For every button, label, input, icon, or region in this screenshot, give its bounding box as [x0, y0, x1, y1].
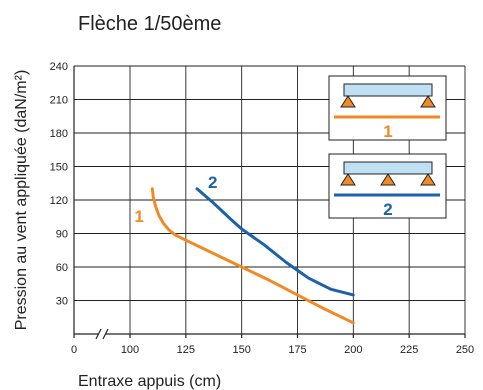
- beam-icon: [343, 83, 433, 97]
- support-icon: [420, 173, 436, 186]
- y-tick-label: 240: [50, 61, 68, 73]
- series-layer: 12: [134, 173, 355, 325]
- x-tick-label: 225: [400, 344, 418, 356]
- x-tick-label: 100: [121, 344, 139, 356]
- x-tick-label: 250: [456, 344, 474, 356]
- x-tick-label: 200: [344, 344, 362, 356]
- support-icon: [420, 95, 436, 108]
- y-tick-label: 120: [50, 195, 68, 207]
- x-tick-label: 0: [71, 344, 77, 356]
- support-icon: [340, 173, 356, 186]
- series-label-1: 1: [134, 207, 143, 226]
- axis-break-mark: [95, 328, 102, 340]
- x-tick-label: 175: [288, 344, 306, 356]
- legend-panel-1: 1: [328, 75, 447, 141]
- x-tick-label: 125: [177, 344, 195, 356]
- y-tick-label: 90: [56, 229, 68, 241]
- chart-title: Flèche 1/50ème: [78, 13, 221, 35]
- x-axis-label: Entraxe appuis (cm): [78, 373, 221, 390]
- axis-break-mark: [102, 328, 109, 340]
- support-icon: [380, 173, 396, 186]
- beam-icon: [343, 161, 433, 175]
- legend-entry-label: 2: [383, 200, 392, 219]
- series-line-1: [150, 187, 355, 325]
- y-axis-label: Pression au vent appliquée (daN/m²): [13, 70, 30, 331]
- y-tick-label: 150: [50, 162, 68, 174]
- series-line-2: [195, 187, 355, 297]
- legend: 12: [328, 75, 447, 219]
- y-tick-label: 30: [56, 296, 68, 308]
- y-tick-label: 210: [50, 95, 68, 107]
- support-icon: [340, 95, 356, 108]
- legend-panel-2: 2: [328, 153, 447, 219]
- axis-break-gap: [98, 328, 106, 340]
- x-tick-label: 150: [232, 344, 250, 356]
- y-tick-label: 180: [50, 128, 68, 140]
- series-label-2: 2: [208, 173, 217, 192]
- y-tick-label: 60: [56, 262, 68, 274]
- legend-entry-label: 1: [383, 122, 392, 141]
